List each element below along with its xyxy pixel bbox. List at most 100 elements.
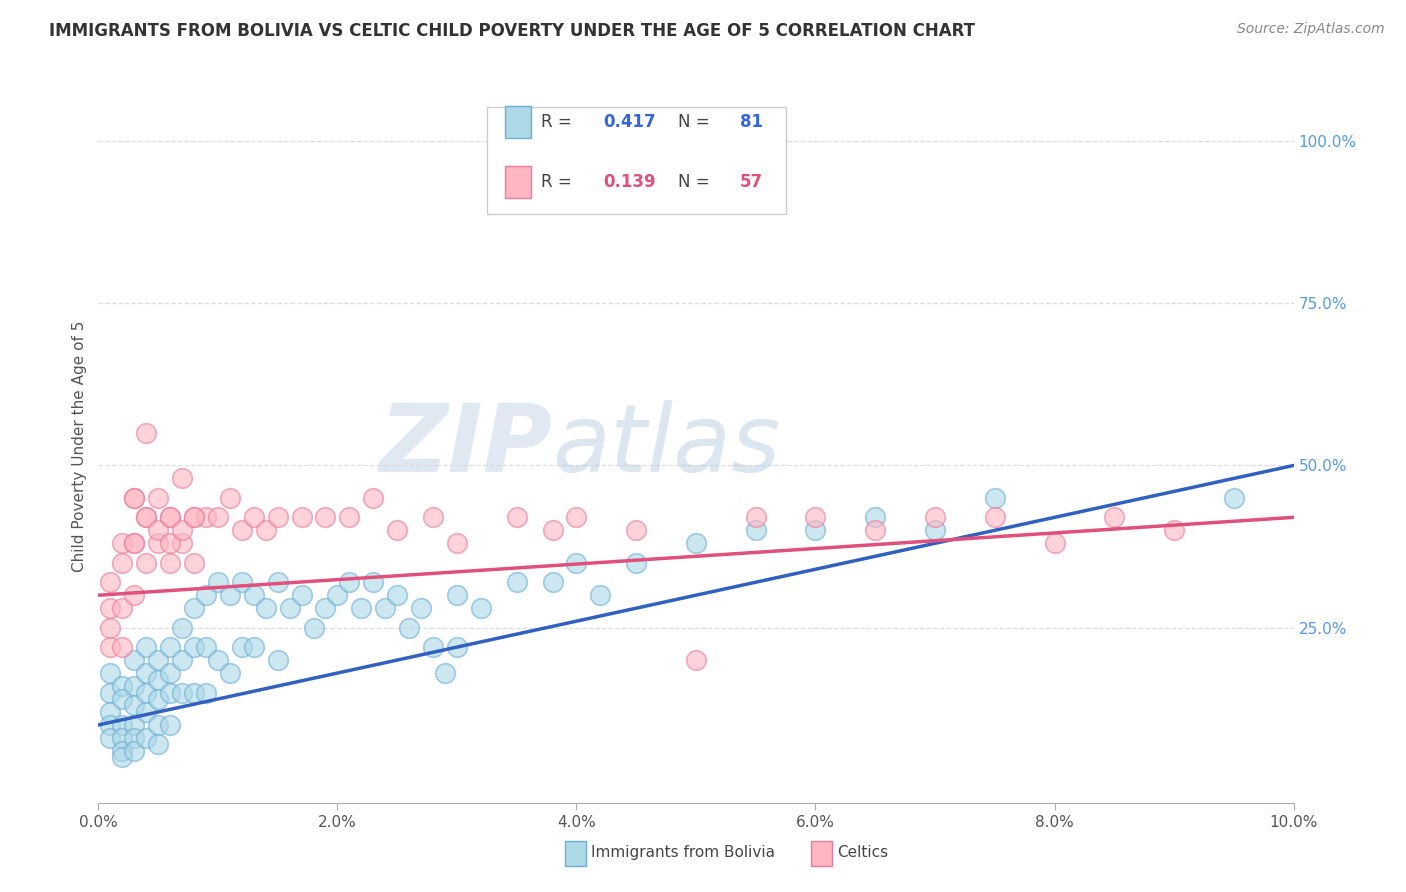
Point: [183, 601, 205, 615]
Point: [565, 510, 588, 524]
Bar: [811, 840, 832, 865]
Point: [135, 640, 157, 654]
Point: [315, 601, 337, 615]
Point: [1104, 510, 1126, 524]
Point: [685, 536, 707, 550]
Text: N =: N =: [678, 112, 714, 130]
Point: [243, 510, 266, 524]
Point: [111, 556, 134, 570]
Point: [984, 510, 1007, 524]
Point: [541, 524, 564, 538]
Point: [1223, 491, 1246, 505]
Bar: [505, 105, 531, 137]
Point: [159, 666, 181, 681]
Point: [339, 575, 361, 590]
Text: 81: 81: [740, 112, 763, 130]
Point: [148, 524, 170, 538]
Point: [506, 575, 529, 590]
Point: [135, 705, 157, 719]
Point: [565, 556, 588, 570]
Point: [148, 718, 170, 732]
Point: [924, 524, 946, 538]
Point: [339, 510, 361, 524]
Point: [363, 575, 385, 590]
Text: 0.417: 0.417: [603, 112, 655, 130]
Point: [124, 718, 146, 732]
Point: [124, 588, 146, 602]
Point: [159, 556, 181, 570]
Point: [98, 731, 122, 745]
Point: [111, 679, 134, 693]
Point: [148, 692, 170, 706]
Text: Source: ZipAtlas.com: Source: ZipAtlas.com: [1237, 22, 1385, 37]
Point: [207, 575, 229, 590]
Point: [172, 524, 194, 538]
Point: [278, 601, 301, 615]
Point: [422, 640, 444, 654]
Text: atlas: atlas: [553, 401, 780, 491]
Point: [219, 666, 242, 681]
Point: [98, 601, 122, 615]
Point: [398, 621, 420, 635]
Text: R =: R =: [541, 173, 576, 191]
Point: [254, 524, 277, 538]
Point: [243, 640, 266, 654]
Text: Celtics: Celtics: [837, 846, 889, 860]
Point: [626, 556, 648, 570]
Text: ZIP: ZIP: [380, 400, 553, 492]
Point: [135, 731, 157, 745]
Point: [172, 471, 194, 485]
Text: R =: R =: [541, 112, 576, 130]
Point: [172, 621, 194, 635]
Point: [385, 524, 409, 538]
Point: [111, 750, 134, 764]
Point: [172, 685, 194, 699]
Point: [865, 510, 887, 524]
Point: [411, 601, 433, 615]
Point: [98, 575, 122, 590]
Point: [148, 738, 170, 752]
Point: [984, 491, 1007, 505]
Point: [111, 731, 134, 745]
Point: [804, 524, 827, 538]
Point: [159, 640, 181, 654]
Point: [159, 536, 181, 550]
Point: [135, 556, 157, 570]
Text: Immigrants from Bolivia: Immigrants from Bolivia: [591, 846, 775, 860]
Point: [446, 536, 468, 550]
Point: [124, 491, 146, 505]
Text: IMMIGRANTS FROM BOLIVIA VS CELTIC CHILD POVERTY UNDER THE AGE OF 5 CORRELATION C: IMMIGRANTS FROM BOLIVIA VS CELTIC CHILD …: [49, 22, 976, 40]
Point: [124, 698, 146, 713]
Point: [1163, 524, 1185, 538]
Point: [267, 575, 290, 590]
Point: [135, 685, 157, 699]
Point: [159, 685, 181, 699]
Point: [207, 653, 229, 667]
Point: [159, 510, 181, 524]
Point: [124, 491, 146, 505]
FancyBboxPatch shape: [486, 107, 786, 214]
Point: [363, 491, 385, 505]
Point: [865, 524, 887, 538]
Point: [1043, 536, 1066, 550]
Point: [446, 640, 468, 654]
Point: [231, 640, 253, 654]
Point: [124, 536, 146, 550]
Point: [195, 510, 218, 524]
Point: [135, 425, 157, 440]
Point: [111, 640, 134, 654]
Point: [183, 510, 205, 524]
Point: [195, 588, 218, 602]
Point: [111, 692, 134, 706]
Point: [374, 601, 396, 615]
Point: [231, 524, 253, 538]
Point: [124, 653, 146, 667]
Point: [470, 601, 492, 615]
Point: [350, 601, 373, 615]
Y-axis label: Child Poverty Under the Age of 5: Child Poverty Under the Age of 5: [72, 320, 87, 572]
Bar: [565, 840, 586, 865]
Point: [267, 510, 290, 524]
Point: [148, 673, 170, 687]
Point: [111, 601, 134, 615]
Point: [124, 536, 146, 550]
